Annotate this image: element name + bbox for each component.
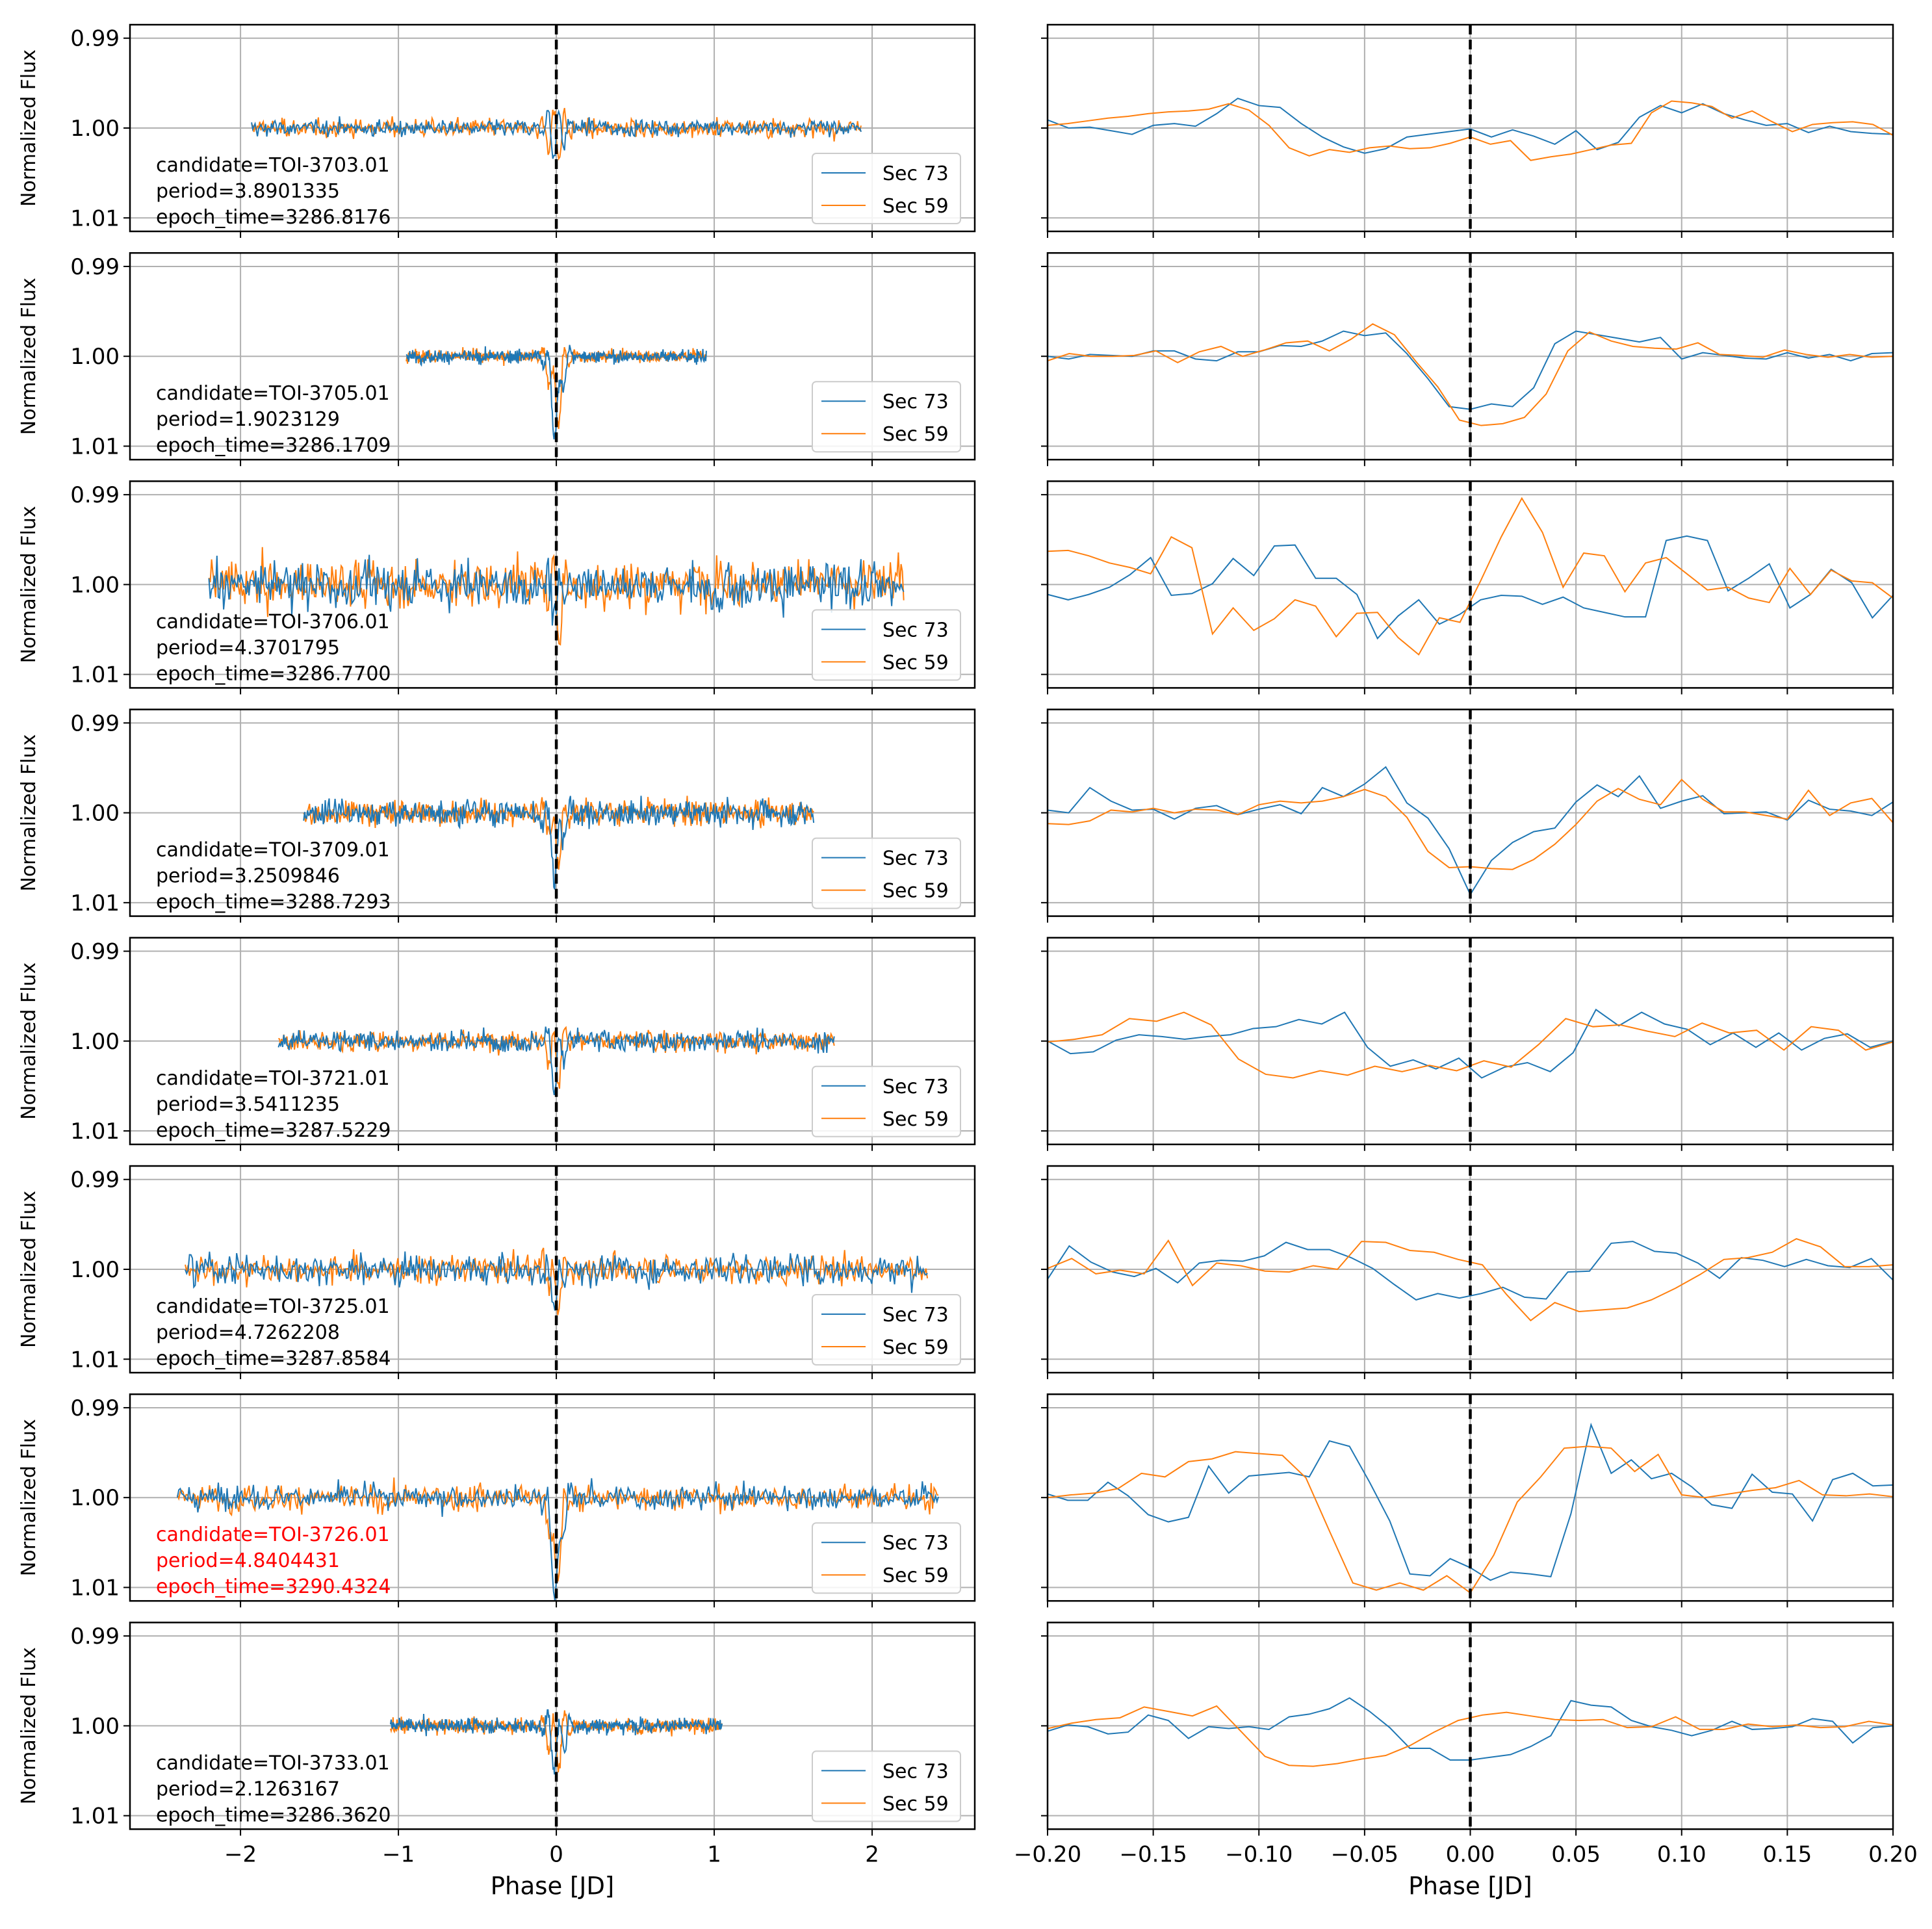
left-sec73-line bbox=[185, 1251, 928, 1311]
ytick-label: 1.00 bbox=[70, 1257, 120, 1283]
left-xtick-label: 0 bbox=[549, 1841, 563, 1867]
left-xtick-label: 2 bbox=[865, 1841, 879, 1867]
candidate-annotation-period: period=2.1263167 bbox=[156, 1778, 340, 1800]
right-sec73-line bbox=[1047, 97, 1894, 154]
ytick-label: 0.99 bbox=[70, 1395, 120, 1421]
candidate-annotation-epoch: epoch_time=3286.3620 bbox=[156, 1804, 391, 1826]
ytick-label: 0.99 bbox=[70, 1624, 120, 1650]
candidate-annotation-period: period=3.8901335 bbox=[156, 180, 340, 203]
left-x-axis-label: Phase [JD] bbox=[491, 1872, 615, 1900]
candidate-annotation-epoch: epoch_time=3286.1709 bbox=[156, 434, 391, 457]
legend-label-sec73: Sec 73 bbox=[882, 1532, 949, 1555]
right-x-axis-label: Phase [JD] bbox=[1408, 1872, 1532, 1900]
ytick-label: 1.01 bbox=[70, 662, 120, 688]
legend-label-sec59: Sec 59 bbox=[882, 651, 949, 674]
right-xtick-label: −0.15 bbox=[1120, 1841, 1187, 1867]
ytick-label: 1.00 bbox=[70, 116, 120, 142]
candidate-annotation-candidate: candidate=TOI-3726.01 bbox=[156, 1523, 390, 1546]
candidate-annotation-period: period=4.3701795 bbox=[156, 636, 340, 659]
ytick-label: 1.01 bbox=[70, 1575, 120, 1601]
y-axis-label: Normalized Flux bbox=[18, 1419, 40, 1576]
candidate-annotation-period: period=3.2509846 bbox=[156, 865, 340, 888]
legend-label-sec73: Sec 73 bbox=[882, 162, 949, 185]
left-sec73-line bbox=[303, 796, 815, 890]
right-xtick-label: 0.05 bbox=[1551, 1841, 1601, 1867]
candidate-annotation-candidate: candidate=TOI-3725.01 bbox=[156, 1295, 390, 1318]
y-axis-label: Normalized Flux bbox=[18, 1647, 40, 1804]
legend-label-sec73: Sec 73 bbox=[882, 1076, 949, 1098]
legend-label-sec73: Sec 73 bbox=[882, 848, 949, 870]
y-axis-label: Normalized Flux bbox=[18, 49, 40, 207]
ytick-label: 1.00 bbox=[70, 1029, 120, 1055]
ytick-label: 0.99 bbox=[70, 254, 120, 280]
right-xtick-label: 0.20 bbox=[1868, 1841, 1918, 1867]
candidate-annotation-period: period=4.8404431 bbox=[156, 1549, 340, 1572]
right-xtick-label: 0.15 bbox=[1763, 1841, 1812, 1867]
ytick-label: 0.99 bbox=[70, 482, 120, 508]
ytick-label: 0.99 bbox=[70, 710, 120, 736]
candidate-annotation-candidate: candidate=TOI-3706.01 bbox=[156, 610, 390, 633]
candidate-annotation-epoch: epoch_time=3286.8176 bbox=[156, 206, 391, 229]
left-xtick-label: −2 bbox=[224, 1841, 257, 1867]
ytick-label: 1.01 bbox=[70, 1804, 120, 1830]
candidate-annotation-epoch: epoch_time=3288.7293 bbox=[156, 891, 391, 914]
ytick-label: 1.01 bbox=[70, 1347, 120, 1373]
candidate-annotation-epoch: epoch_time=3286.7700 bbox=[156, 662, 391, 685]
right-sec73-line bbox=[1047, 1008, 1894, 1079]
ytick-label: 1.00 bbox=[70, 801, 120, 827]
ytick-label: 1.00 bbox=[70, 572, 120, 598]
legend-label-sec59: Sec 59 bbox=[882, 1108, 949, 1131]
legend-label-sec59: Sec 59 bbox=[882, 195, 949, 218]
ytick-label: 0.99 bbox=[70, 1167, 120, 1193]
left-sec73-line bbox=[176, 1478, 940, 1601]
candidate-annotation-candidate: candidate=TOI-3721.01 bbox=[156, 1067, 390, 1090]
ytick-label: 1.01 bbox=[70, 434, 120, 460]
candidate-annotation-epoch: epoch_time=3287.8584 bbox=[156, 1347, 391, 1370]
candidate-annotation-period: period=4.7262208 bbox=[156, 1321, 340, 1344]
left-xtick-label: 1 bbox=[707, 1841, 721, 1867]
legend-label-sec59: Sec 59 bbox=[882, 1564, 949, 1587]
legend-label-sec73: Sec 73 bbox=[882, 391, 949, 413]
right-xtick-label: −0.05 bbox=[1331, 1841, 1398, 1867]
legend-label-sec73: Sec 73 bbox=[882, 1304, 949, 1327]
candidate-annotation-candidate: candidate=TOI-3703.01 bbox=[156, 154, 390, 177]
ytick-label: 1.00 bbox=[70, 1485, 120, 1511]
candidate-annotation-period: period=3.5411235 bbox=[156, 1093, 340, 1116]
right-xtick-label: 0.00 bbox=[1446, 1841, 1495, 1867]
legend-label-sec59: Sec 59 bbox=[882, 1793, 949, 1815]
ytick-label: 1.01 bbox=[70, 205, 120, 231]
y-axis-label: Normalized Flux bbox=[18, 506, 40, 663]
right-xtick-label: −0.20 bbox=[1014, 1841, 1081, 1867]
ytick-label: 1.01 bbox=[70, 890, 120, 916]
candidate-annotation-candidate: candidate=TOI-3709.01 bbox=[156, 839, 390, 862]
right-xtick-label: −0.10 bbox=[1225, 1841, 1293, 1867]
right-sec73-line bbox=[1047, 1241, 1894, 1301]
legend-label-sec73: Sec 73 bbox=[882, 1760, 949, 1783]
left-sec59-line bbox=[176, 1477, 939, 1582]
y-axis-label: Normalized Flux bbox=[18, 278, 40, 435]
left-xtick-label: −1 bbox=[382, 1841, 415, 1867]
candidate-annotation-candidate: candidate=TOI-3705.01 bbox=[156, 382, 390, 405]
candidate-annotation-epoch: epoch_time=3290.4324 bbox=[156, 1575, 391, 1598]
candidate-annotation-candidate: candidate=TOI-3733.01 bbox=[156, 1752, 390, 1774]
ytick-label: 1.00 bbox=[70, 1713, 120, 1739]
candidate-annotation-epoch: epoch_time=3287.5229 bbox=[156, 1119, 391, 1142]
candidate-annotation-period: period=1.9023129 bbox=[156, 408, 340, 431]
ytick-label: 0.99 bbox=[70, 26, 120, 52]
legend-label-sec59: Sec 59 bbox=[882, 880, 949, 903]
y-axis-label: Normalized Flux bbox=[18, 734, 40, 892]
legend-label-sec73: Sec 73 bbox=[882, 619, 949, 641]
y-axis-label: Normalized Flux bbox=[18, 963, 40, 1120]
y-axis-label: Normalized Flux bbox=[18, 1191, 40, 1348]
ytick-label: 1.00 bbox=[70, 344, 120, 370]
legend-label-sec59: Sec 59 bbox=[882, 423, 949, 446]
legend-label-sec59: Sec 59 bbox=[882, 1336, 949, 1359]
ytick-label: 1.01 bbox=[70, 1119, 120, 1145]
right-xtick-label: 0.10 bbox=[1657, 1841, 1707, 1867]
ytick-label: 0.99 bbox=[70, 939, 120, 965]
left-sec73-line bbox=[208, 554, 905, 626]
